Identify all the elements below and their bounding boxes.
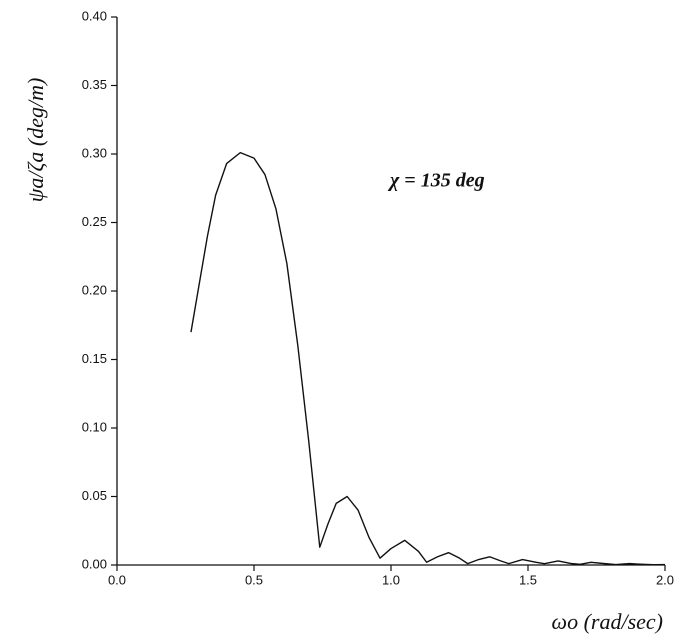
y-tick-label: 0.40 xyxy=(82,8,107,23)
y-tick-label: 0.35 xyxy=(82,77,107,92)
y-tick-label: 0.15 xyxy=(82,351,107,366)
x-tick-label: 1.0 xyxy=(382,572,400,587)
annotation: χ = 135 deg xyxy=(387,170,485,192)
x-tick-label: 1.5 xyxy=(519,572,537,587)
y-tick-label: 0.00 xyxy=(82,556,107,571)
data-line xyxy=(190,151,666,566)
y-tick-label: 0.10 xyxy=(82,419,107,434)
y-axis-label: ψa/ζa (deg/m) xyxy=(23,78,48,203)
y-tick-label: 0.20 xyxy=(82,282,107,297)
y-tick-label: 0.30 xyxy=(82,145,107,160)
x-tick-label: 2.0 xyxy=(656,572,674,587)
x-tick-label: 0.5 xyxy=(245,572,263,587)
y-tick-label: 0.05 xyxy=(82,488,107,503)
x-tick-label: 0.0 xyxy=(108,572,126,587)
x-axis-label: ωo (rad/sec) xyxy=(552,609,663,634)
y-tick-label: 0.25 xyxy=(82,214,107,229)
